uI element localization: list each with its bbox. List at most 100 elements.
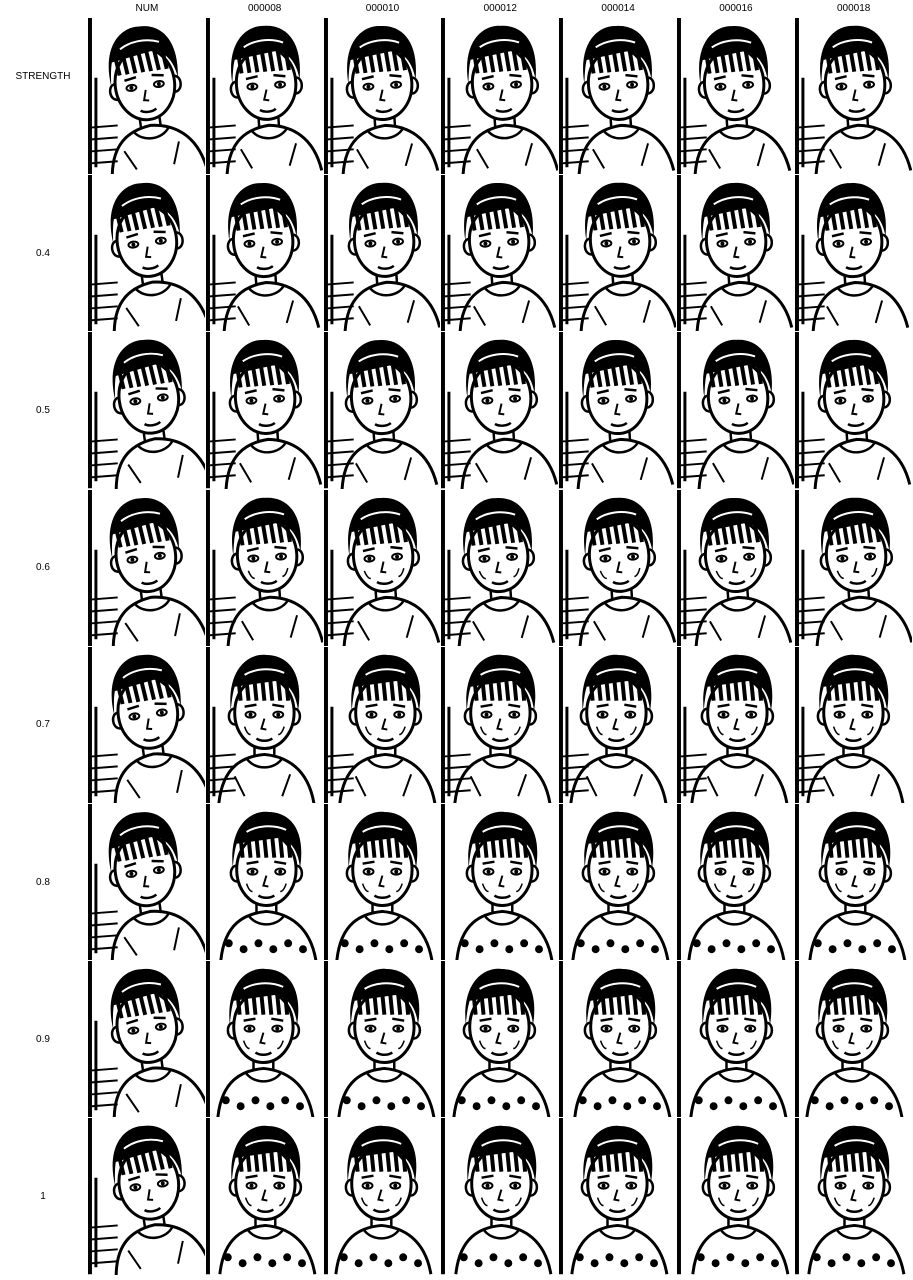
child-portrait-image [677,18,794,175]
child-portrait-image [559,961,676,1118]
child-portrait-image [88,175,205,332]
child-portrait-image [794,1118,912,1275]
result-image-cell [441,332,559,489]
result-image-cell [323,646,441,803]
child-portrait-image [559,18,676,175]
child-portrait-image [441,489,559,646]
child-portrait-image [559,646,676,803]
result-image-cell [677,489,794,646]
child-portrait-image [677,1118,794,1275]
result-image-cell [323,489,441,646]
child-portrait-image [559,489,676,646]
child-portrait-image [88,646,205,803]
result-image-cell [88,961,205,1118]
result-image-cell [205,332,323,489]
child-portrait-image [323,332,441,489]
child-portrait-image [794,804,912,961]
row-header-0.4: 0.4 [36,247,50,259]
result-image-cell [677,961,794,1118]
child-portrait-image [205,175,323,332]
column-header-000018: 000018 [837,3,871,14]
result-image-cell [677,332,794,489]
column-header-NUM: NUM [135,3,159,14]
result-image-cell [323,961,441,1118]
row-header-0.9: 0.9 [36,1033,50,1045]
child-portrait-image [323,489,441,646]
result-image-cell [794,1118,912,1275]
child-portrait-image [205,489,323,646]
column-header-000014: 000014 [601,3,635,14]
result-image-cell [677,175,794,332]
column-header-000012: 000012 [483,3,517,14]
child-portrait-image [205,18,323,175]
row-header-1: 1 [40,1191,46,1202]
child-portrait-image [677,175,794,332]
result-image-cell [794,18,912,175]
column-header-000010: 000010 [365,3,400,14]
result-image-cell [88,175,205,332]
child-portrait-image [323,804,441,961]
child-portrait-image [88,961,205,1118]
child-portrait-image [441,18,559,175]
result-image-cell [677,18,794,175]
result-image-cell [205,804,323,961]
column-header-000008: 000008 [248,3,282,14]
result-image-cell [441,961,559,1118]
result-image-cell [559,1118,676,1275]
result-image-cell [323,332,441,489]
result-image-cell [205,1118,323,1275]
result-image-cell [205,646,323,803]
result-image-cell [88,1118,205,1275]
row-axis-label: STRENGTH [15,70,71,82]
result-image-cell [559,804,676,961]
child-portrait-image [205,1118,323,1275]
row-header-0.5: 0.5 [36,405,50,416]
result-image-cell [323,804,441,961]
result-image-cell [323,1118,441,1275]
result-image-cell [205,175,323,332]
child-portrait-image [677,489,794,646]
result-image-cell [794,804,912,961]
result-image-cell [441,804,559,961]
result-image-cell [677,1118,794,1275]
child-portrait-image [323,18,441,175]
result-image-cell [441,646,559,803]
child-portrait-image [323,961,441,1118]
child-portrait-image [677,961,794,1118]
result-image-cell [559,489,676,646]
child-portrait-image [794,646,912,803]
child-portrait-image [677,646,794,803]
result-image-cell [794,646,912,803]
result-image-cell [323,18,441,175]
result-image-cell [88,332,205,489]
child-portrait-image [323,175,441,332]
child-portrait-image [88,18,205,175]
child-portrait-image [323,1118,441,1275]
result-image-cell [677,804,794,961]
child-portrait-image [559,1118,676,1275]
child-portrait-image [559,332,676,489]
child-portrait-image [88,804,205,961]
child-portrait-image [323,646,441,803]
child-portrait-image [677,804,794,961]
result-image-cell [559,175,676,332]
child-portrait-image [677,332,794,489]
row-header-0.6: 0.6 [36,562,50,574]
result-image-cell [559,332,676,489]
result-image-cell [88,646,205,803]
result-image-cell [794,175,912,332]
result-image-cell [323,175,441,332]
child-portrait-image [794,961,912,1118]
result-image-cell [205,961,323,1118]
child-portrait-image [559,175,676,332]
result-image-cell [88,804,205,961]
child-portrait-image [441,646,559,803]
child-portrait-image [205,804,323,961]
result-image-cell [794,489,912,646]
result-image-cell [441,175,559,332]
result-image-cell [441,18,559,175]
result-image-cell [441,489,559,646]
result-image-cell [794,332,912,489]
result-image-cell [559,961,676,1118]
